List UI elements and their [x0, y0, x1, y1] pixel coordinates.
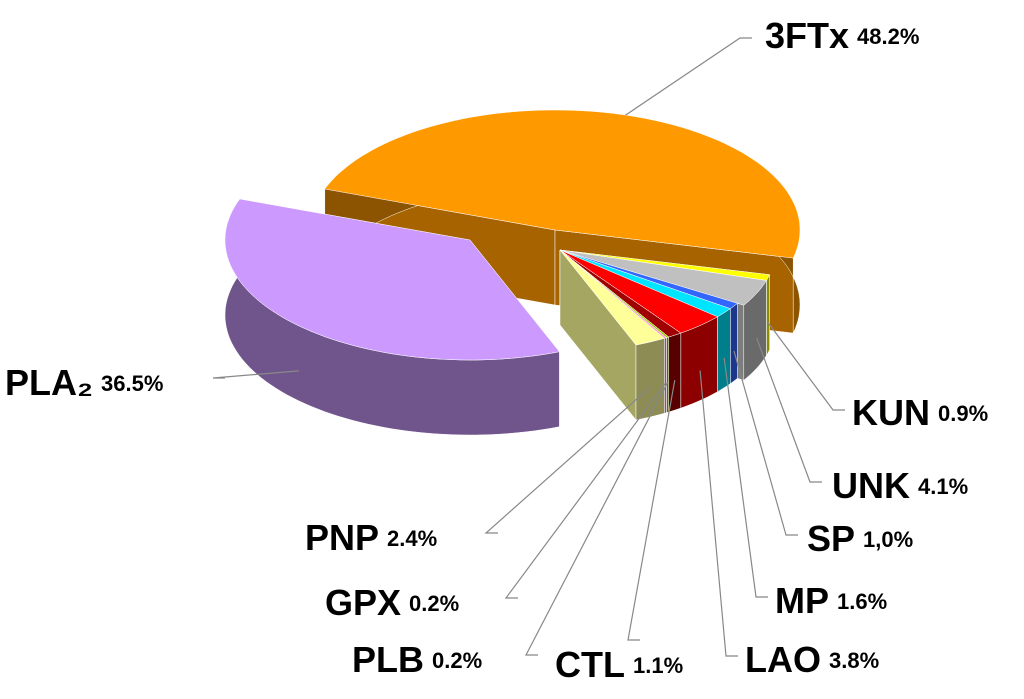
leader-line	[733, 350, 798, 536]
label-name: UNK	[832, 465, 910, 506]
slice-top	[559, 249, 665, 346]
label-name: KUN	[852, 392, 930, 433]
slice-side	[766, 274, 770, 357]
label-value: 1.6%	[837, 589, 887, 614]
leader-line	[625, 37, 752, 116]
leader-line	[756, 337, 822, 483]
data-label: PLA₂ 36.5%	[5, 362, 163, 403]
slice-side	[730, 302, 738, 385]
data-label: LAO 3.8%	[745, 639, 879, 680]
slice-side	[635, 337, 665, 421]
slice-side	[664, 337, 667, 414]
label-name: LAO	[745, 639, 821, 680]
label-value: 1.1%	[633, 653, 683, 678]
label-name: MP	[775, 580, 829, 621]
label-name: SP	[807, 518, 855, 559]
leader-line	[699, 370, 738, 657]
label-name: 3FTx	[765, 15, 849, 56]
slice-top	[559, 249, 719, 334]
slice-top	[559, 249, 767, 306]
data-label: PLB 0.2%	[352, 639, 482, 680]
slice-side	[717, 308, 731, 393]
label-value: 0.9%	[938, 401, 988, 426]
label-value: 3.8%	[829, 648, 879, 673]
label-value: 0.2%	[409, 591, 459, 616]
label-value: 36.5%	[101, 371, 163, 396]
slice	[224, 198, 560, 436]
leader-line	[484, 386, 651, 534]
label-value: 1,0%	[863, 527, 913, 552]
leader-line	[767, 322, 845, 411]
label-value: 4.1%	[918, 474, 968, 499]
leader-line	[525, 382, 669, 656]
slice-top	[224, 198, 560, 361]
label-value: 48.2%	[857, 24, 919, 49]
leader-line	[723, 357, 768, 598]
label-value: 2.4%	[387, 526, 437, 551]
leader-line	[504, 382, 666, 599]
label-name: PNP	[305, 517, 379, 558]
data-label: GPX 0.2%	[325, 582, 459, 623]
data-label: KUN 0.9%	[852, 392, 988, 433]
data-label: SP 1,0%	[807, 518, 913, 559]
label-name: PLB	[352, 639, 424, 680]
data-label: UNK 4.1%	[832, 465, 968, 506]
label-value: 0.2%	[432, 648, 482, 673]
slice-side	[666, 336, 669, 414]
data-label: CTL 1.1%	[555, 644, 683, 685]
slice	[559, 249, 665, 421]
data-label: PNP 2.4%	[305, 517, 437, 558]
label-name: GPX	[325, 582, 401, 623]
leader-line	[627, 379, 676, 641]
leader-line	[212, 370, 299, 379]
data-label: MP 1.6%	[775, 580, 887, 621]
slice-side	[668, 332, 682, 413]
data-label: 3FTx 48.2%	[765, 15, 919, 56]
label-name: CTL	[555, 644, 625, 685]
label-name: PLA₂	[5, 362, 93, 403]
